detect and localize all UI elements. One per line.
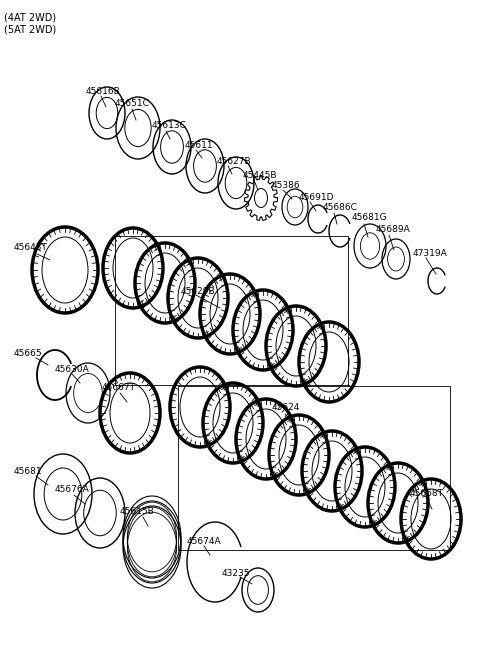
Text: (4AT 2WD): (4AT 2WD): [4, 13, 56, 23]
Text: 45676A: 45676A: [55, 485, 90, 495]
Text: 45624: 45624: [272, 403, 300, 413]
Text: 45643T: 45643T: [14, 243, 48, 253]
Text: 43235: 43235: [222, 569, 251, 579]
Text: 45668T: 45668T: [410, 489, 444, 499]
Text: 45616B: 45616B: [86, 87, 121, 96]
Text: 45611: 45611: [185, 140, 214, 150]
Text: 45630A: 45630A: [55, 365, 90, 373]
Text: 45674A: 45674A: [187, 537, 222, 546]
Text: 45615B: 45615B: [120, 508, 155, 516]
Text: 45627B: 45627B: [217, 157, 252, 165]
Text: (5AT 2WD): (5AT 2WD): [4, 24, 56, 34]
Text: 45681G: 45681G: [352, 213, 388, 222]
Text: 45629B: 45629B: [181, 287, 216, 295]
Text: 45651C: 45651C: [115, 100, 150, 108]
Text: 45665: 45665: [14, 348, 43, 358]
Text: 45445B: 45445B: [243, 171, 277, 180]
Text: 45686C: 45686C: [323, 203, 358, 211]
Text: 45613C: 45613C: [152, 121, 187, 131]
Text: 45681: 45681: [14, 466, 43, 476]
Text: 45691D: 45691D: [299, 192, 335, 201]
Text: 47319A: 47319A: [413, 249, 448, 258]
Text: 45667T: 45667T: [102, 384, 136, 392]
Text: 45386: 45386: [272, 180, 300, 190]
Text: 45689A: 45689A: [376, 226, 411, 234]
